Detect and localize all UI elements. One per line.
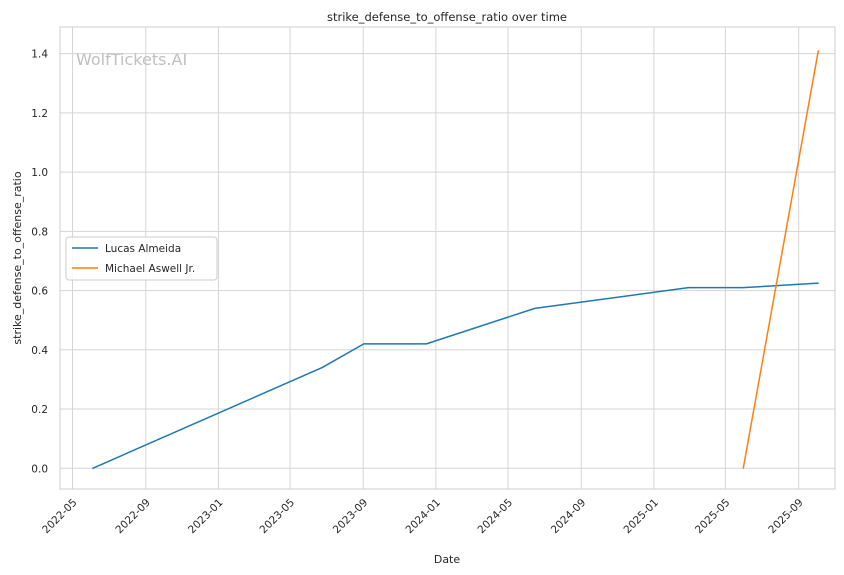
x-tick-label: 2025-05 bbox=[693, 497, 733, 537]
series-line-lucas-almeida bbox=[92, 282, 819, 469]
chart-title: strike_defense_to_offense_ratio over tim… bbox=[327, 10, 567, 24]
y-tick-label: 1.0 bbox=[31, 167, 48, 179]
y-tick-label: 0.4 bbox=[31, 345, 48, 357]
y-axis-label: strike_defense_to_offense_ratio bbox=[11, 171, 24, 344]
data-point-lucas-almeida bbox=[321, 366, 323, 369]
x-tick-label: 2024-05 bbox=[476, 497, 516, 537]
x-tick-label: 2024-09 bbox=[549, 497, 589, 537]
x-tick-label: 2023-01 bbox=[186, 497, 226, 537]
x-tick-label: 2025-01 bbox=[622, 497, 662, 537]
legend: Lucas Almeida Michael Aswell Jr. bbox=[65, 236, 218, 281]
data-point-michael-aswell-jr bbox=[817, 50, 819, 52]
series-layer bbox=[92, 50, 820, 469]
x-tick-label: 2025-09 bbox=[766, 497, 806, 537]
data-point-lucas-almeida bbox=[425, 343, 427, 345]
y-tick-labels: 0.0 0.2 0.4 0.6 0.8 1.0 1.2 1.4 bbox=[31, 49, 48, 476]
y-tick-label: 0.8 bbox=[31, 226, 48, 238]
y-tick-label: 1.2 bbox=[31, 108, 48, 120]
y-tick-label: 1.4 bbox=[31, 49, 48, 61]
x-tick-label: 2022-05 bbox=[40, 497, 80, 537]
x-tick-label: 2023-05 bbox=[258, 497, 298, 537]
series-line-michael-aswell-jr bbox=[742, 50, 820, 469]
legend-label-lucas-almeida: Lucas Almeida bbox=[105, 243, 181, 255]
watermark: WolfTickets.AI bbox=[76, 50, 187, 69]
y-tick-label: 0.2 bbox=[31, 404, 48, 416]
y-tick-label: 0.0 bbox=[31, 463, 48, 475]
data-point-lucas-almeida bbox=[687, 287, 690, 289]
plot-frame bbox=[59, 26, 836, 490]
data-point-lucas-almeida bbox=[742, 287, 744, 289]
data-point-michael-aswell-jr bbox=[742, 467, 744, 469]
y-tick-label: 0.6 bbox=[31, 286, 48, 298]
data-point-lucas-almeida bbox=[817, 282, 819, 284]
data-point-lucas-almeida bbox=[363, 343, 365, 345]
legend-box bbox=[65, 236, 218, 281]
x-tick-label: 2024-01 bbox=[403, 497, 443, 537]
x-tick-labels: 2022-05 2022-09 2023-01 2023-05 2023-09 2024-… bbox=[40, 497, 806, 537]
legend-label-michael-aswell-jr: Michael Aswell Jr. bbox=[105, 263, 195, 275]
data-point-lucas-almeida bbox=[534, 307, 536, 309]
x-tick-label: 2023-09 bbox=[331, 497, 371, 537]
x-axis-label: Date bbox=[434, 553, 461, 566]
x-tick-label: 2022-09 bbox=[113, 497, 153, 537]
data-point-lucas-almeida bbox=[92, 467, 94, 469]
